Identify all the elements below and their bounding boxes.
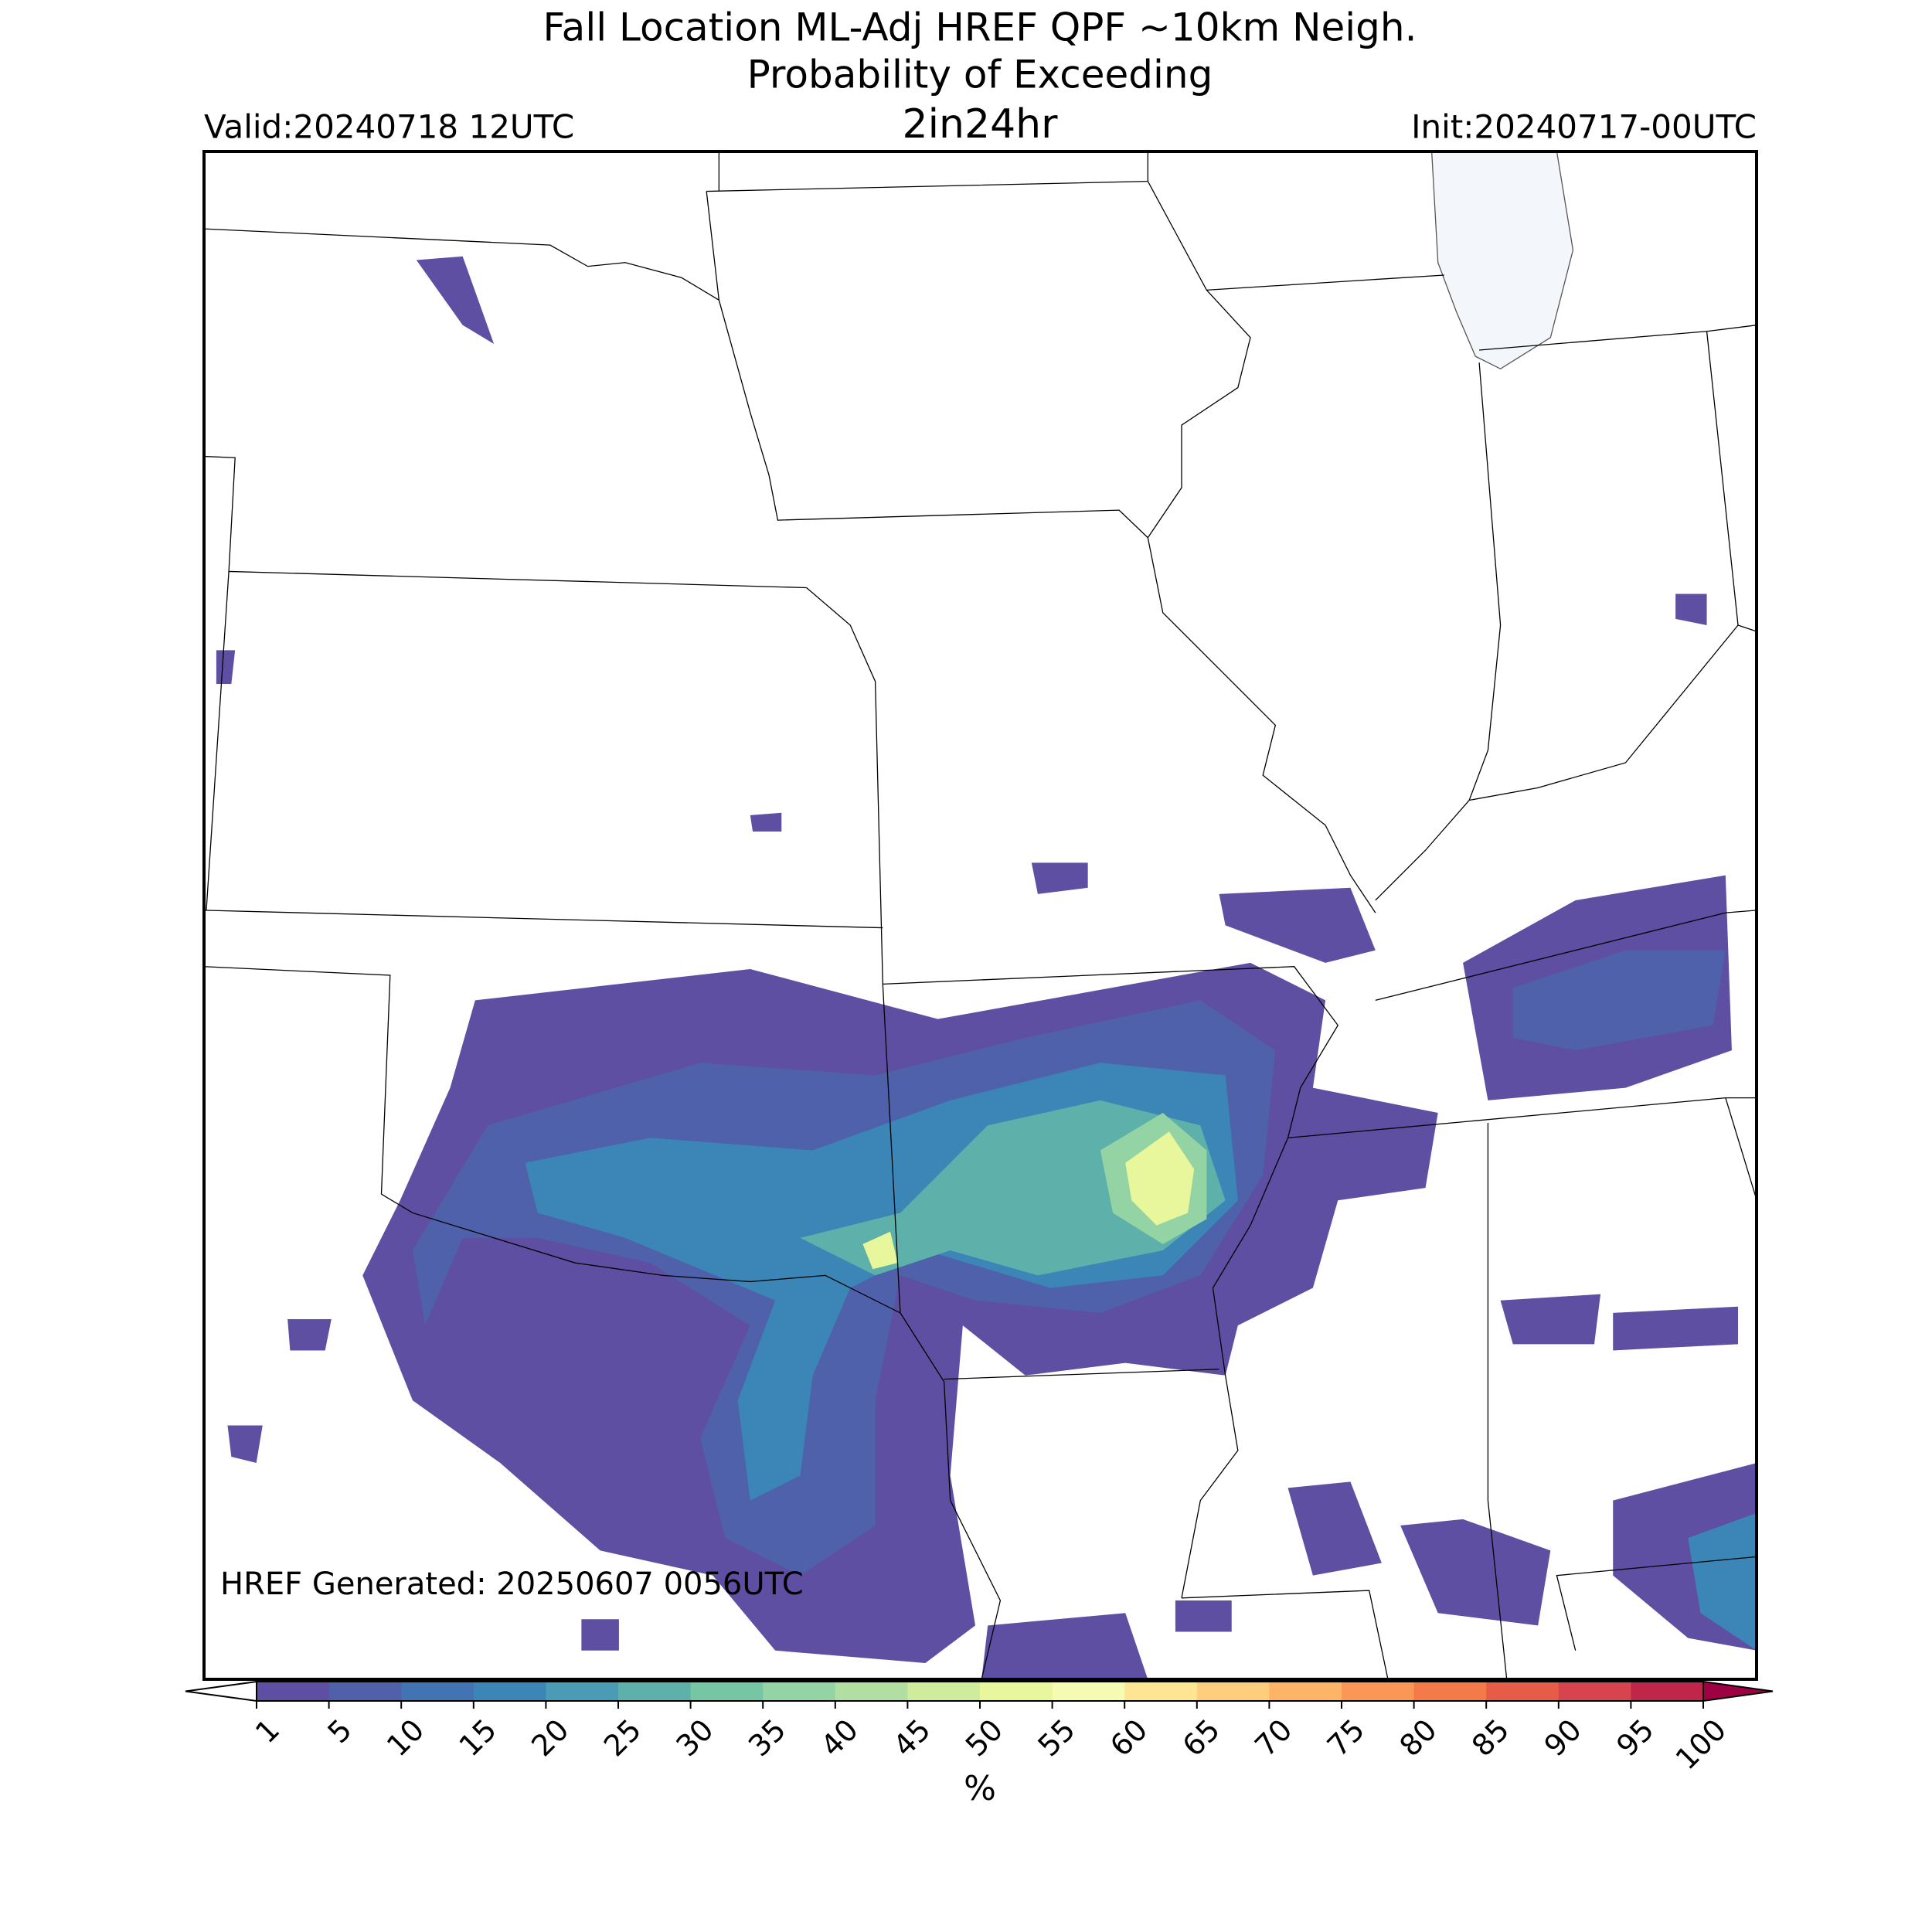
colorbar-tick-label: 80 xyxy=(1393,1713,1443,1763)
colorbar-segment xyxy=(1342,1682,1415,1701)
colorbar-segment xyxy=(328,1682,402,1701)
colorbar-tick-label: 20 xyxy=(525,1713,575,1763)
colorbar-segment xyxy=(690,1682,764,1701)
colorbar-segment xyxy=(1413,1682,1487,1701)
colorbar-tick-label: 25 xyxy=(597,1713,648,1763)
colorbar-segment xyxy=(1196,1682,1270,1701)
colorbar-extension-high xyxy=(1702,1680,1774,1702)
colorbar-segment xyxy=(618,1682,692,1701)
title-line: 2in24hr xyxy=(903,101,1059,148)
colorbar-segment xyxy=(763,1682,836,1701)
colorbar-tick-label: 60 xyxy=(1104,1713,1154,1763)
state-borders xyxy=(203,151,1757,1679)
colorbar-segment xyxy=(257,1682,330,1701)
colorbar-segment xyxy=(835,1682,908,1701)
colorbar-tick-label: 10 xyxy=(380,1713,430,1763)
colorbar-tick-label: 100 xyxy=(1669,1713,1733,1776)
colorbar-segment xyxy=(1052,1682,1125,1701)
colorbar-tick-label: 50 xyxy=(959,1713,1009,1763)
colorbar-tick-label: 75 xyxy=(1321,1713,1371,1763)
precip-field xyxy=(216,256,1757,1679)
colorbar-segment xyxy=(1124,1682,1198,1701)
colorbar-segment xyxy=(473,1682,546,1701)
colorbar-extension-low xyxy=(185,1680,257,1702)
generated-note: HREF Generated: 20250607 0056UTC xyxy=(220,1566,804,1602)
colorbar-tick-label: 70 xyxy=(1248,1713,1298,1763)
colorbar-label: % xyxy=(964,1769,996,1808)
colorbar-tick-label: 65 xyxy=(1176,1713,1226,1763)
colorbar-tick-label: 45 xyxy=(886,1713,937,1763)
colorbar-segment xyxy=(1486,1682,1560,1701)
colorbar-segment xyxy=(1269,1682,1342,1701)
map xyxy=(203,151,1757,1679)
map-frame xyxy=(202,150,1758,1681)
init-time: Init:20240717-00UTC xyxy=(1411,108,1757,146)
title-line: Probability of Exceeding xyxy=(747,53,1213,97)
colorbar-tick-label: 90 xyxy=(1538,1713,1588,1763)
colorbar-tick-label: 40 xyxy=(815,1713,865,1763)
title-line: Fall Location ML-Adj HREF QPF ~10km Neig… xyxy=(543,5,1417,50)
colorbar-tick-label: 5 xyxy=(321,1713,359,1750)
colorbar-segment xyxy=(980,1682,1053,1701)
colorbar-tick-label: 95 xyxy=(1610,1713,1660,1763)
colorbar-segment xyxy=(401,1682,474,1701)
colorbar-tick-label: 55 xyxy=(1031,1713,1081,1763)
colorbar-tick-label: 15 xyxy=(453,1713,503,1763)
colorbar-segment xyxy=(1558,1682,1631,1701)
colorbar-tick-label: 85 xyxy=(1465,1713,1515,1763)
colorbar: 1 5 10 15 20 25 30 35 40 45 50 55 60 65 70 75 80 85 90 95 10… xyxy=(185,1680,1774,1776)
valid-time: Valid:20240718 12UTC xyxy=(204,108,574,146)
colorbar-segment xyxy=(546,1682,619,1701)
colorbar-segment xyxy=(907,1682,981,1701)
colorbar-tick-label: 35 xyxy=(742,1713,792,1763)
lake xyxy=(1430,151,1574,370)
colorbar-tick-label: 30 xyxy=(669,1713,719,1763)
colorbar-tick-label: 1 xyxy=(249,1713,286,1750)
colorbar-segment xyxy=(1631,1682,1704,1701)
